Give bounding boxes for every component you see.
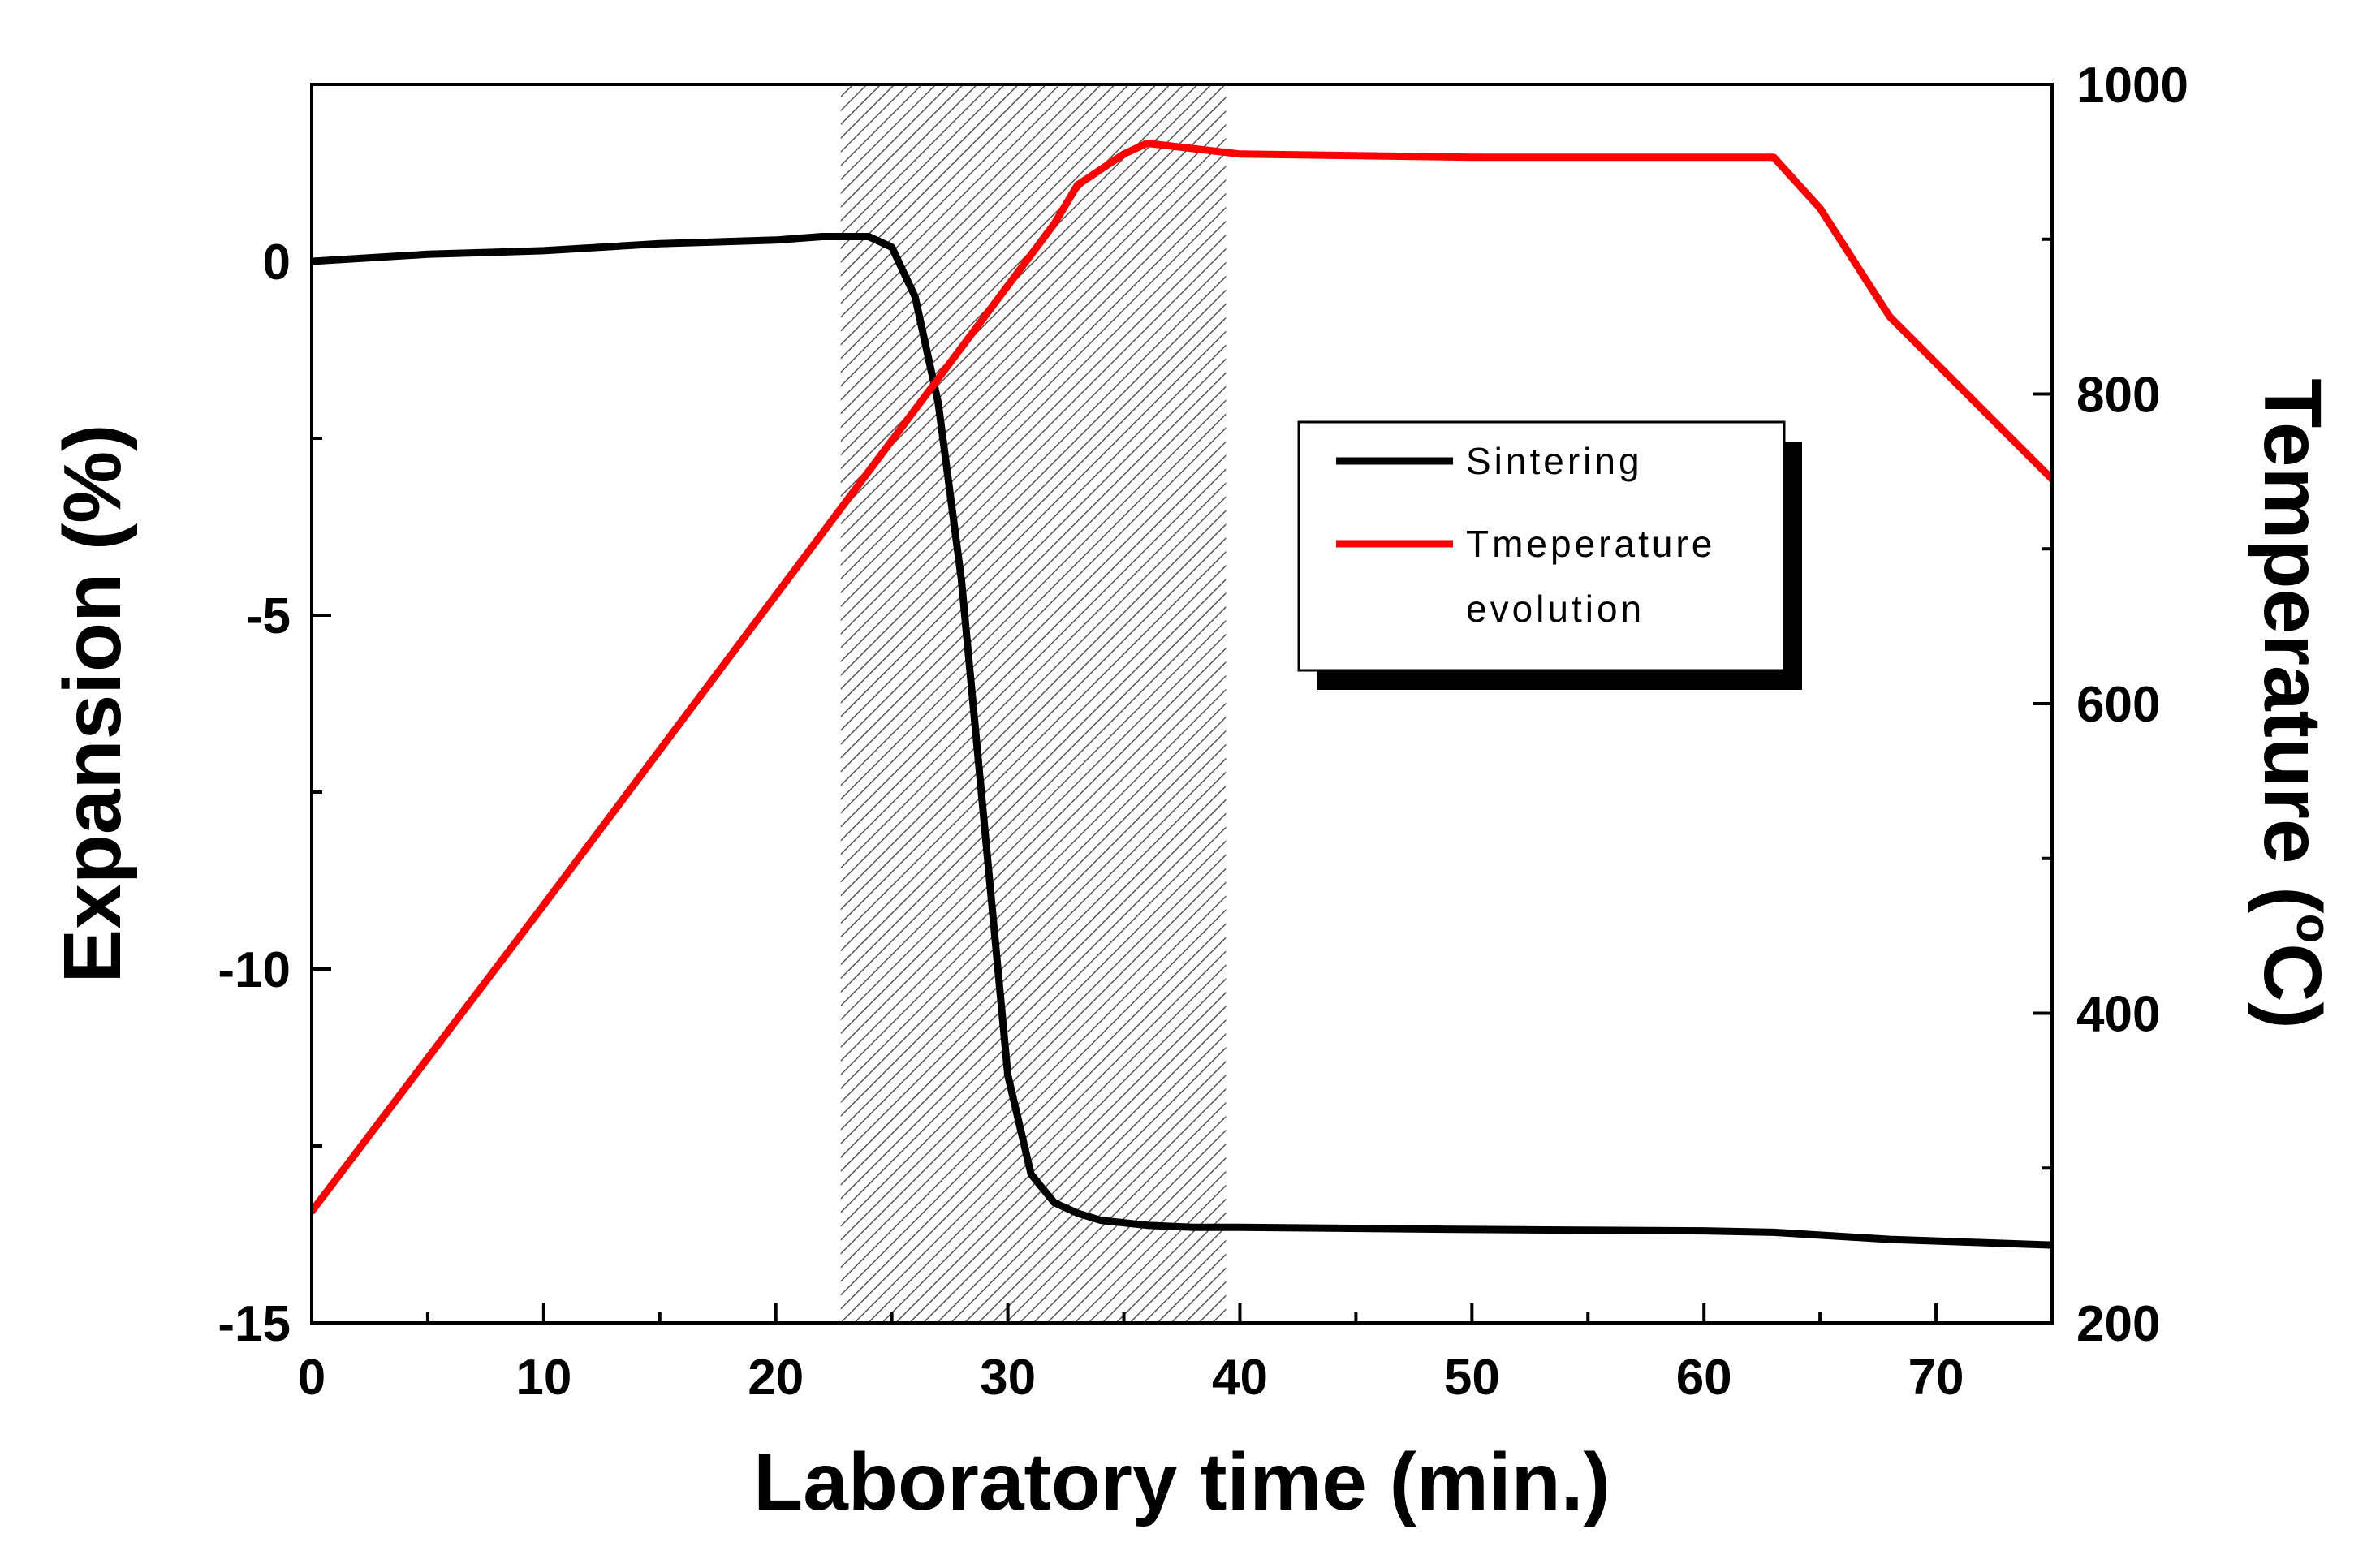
x-tick-label: 50 (1444, 1350, 1500, 1406)
y-right-tick-label: 400 (2076, 987, 2160, 1043)
sintering-window-shading (840, 84, 1227, 1323)
x-tick-label: 60 (1676, 1350, 1732, 1406)
y-right-tick-label: 800 (2076, 368, 2160, 424)
y-right-tick-label: 200 (2076, 1296, 2160, 1352)
y-right-axis-title-suffix: C) (2247, 943, 2338, 1029)
y-right-axis-title-prefix: Temperature ( (2247, 378, 2338, 914)
y-left-tick-label: 0 (263, 235, 291, 291)
x-tick-label: 20 (748, 1350, 804, 1406)
legend: Sintering Tmeperature evolution (1297, 420, 1802, 690)
y-left-tick-label: -5 (246, 588, 291, 644)
temperature-series-line (312, 140, 2052, 1216)
sintering-series-line (312, 233, 2052, 1249)
legend-label-temperature-line2: evolution (1466, 588, 1645, 630)
y-left-axis-ticks: 0 -5 -10 -15 (218, 235, 331, 1352)
x-axis-title: Laboratory time (min.) (753, 1437, 1610, 1527)
legend-label-sintering: Sintering (1466, 440, 1643, 482)
y-right-tick-label: 1000 (2076, 58, 2188, 114)
y-right-axis-ticks: 1000 800 600 400 200 (2033, 58, 2188, 1352)
x-tick-label: 10 (515, 1350, 571, 1406)
x-tick-label: 40 (1212, 1350, 1268, 1406)
x-axis-ticks: 0 10 20 30 40 50 60 70 (298, 1303, 1964, 1406)
y-left-axis-title: Expansion (%) (47, 424, 138, 984)
y-right-axis-title: Temperature (oC) (2247, 378, 2341, 1029)
x-tick-label: 0 (298, 1350, 326, 1406)
y-left-tick-label: -10 (218, 942, 291, 998)
y-right-axis-title-degree: o (2287, 914, 2341, 944)
x-tick-label: 30 (980, 1350, 1036, 1406)
legend-label-temperature-line1: Tmeperature (1466, 523, 1715, 565)
y-right-tick-label: 600 (2076, 677, 2160, 733)
y-left-tick-label: -15 (218, 1296, 291, 1352)
x-tick-label: 70 (1908, 1350, 1964, 1406)
